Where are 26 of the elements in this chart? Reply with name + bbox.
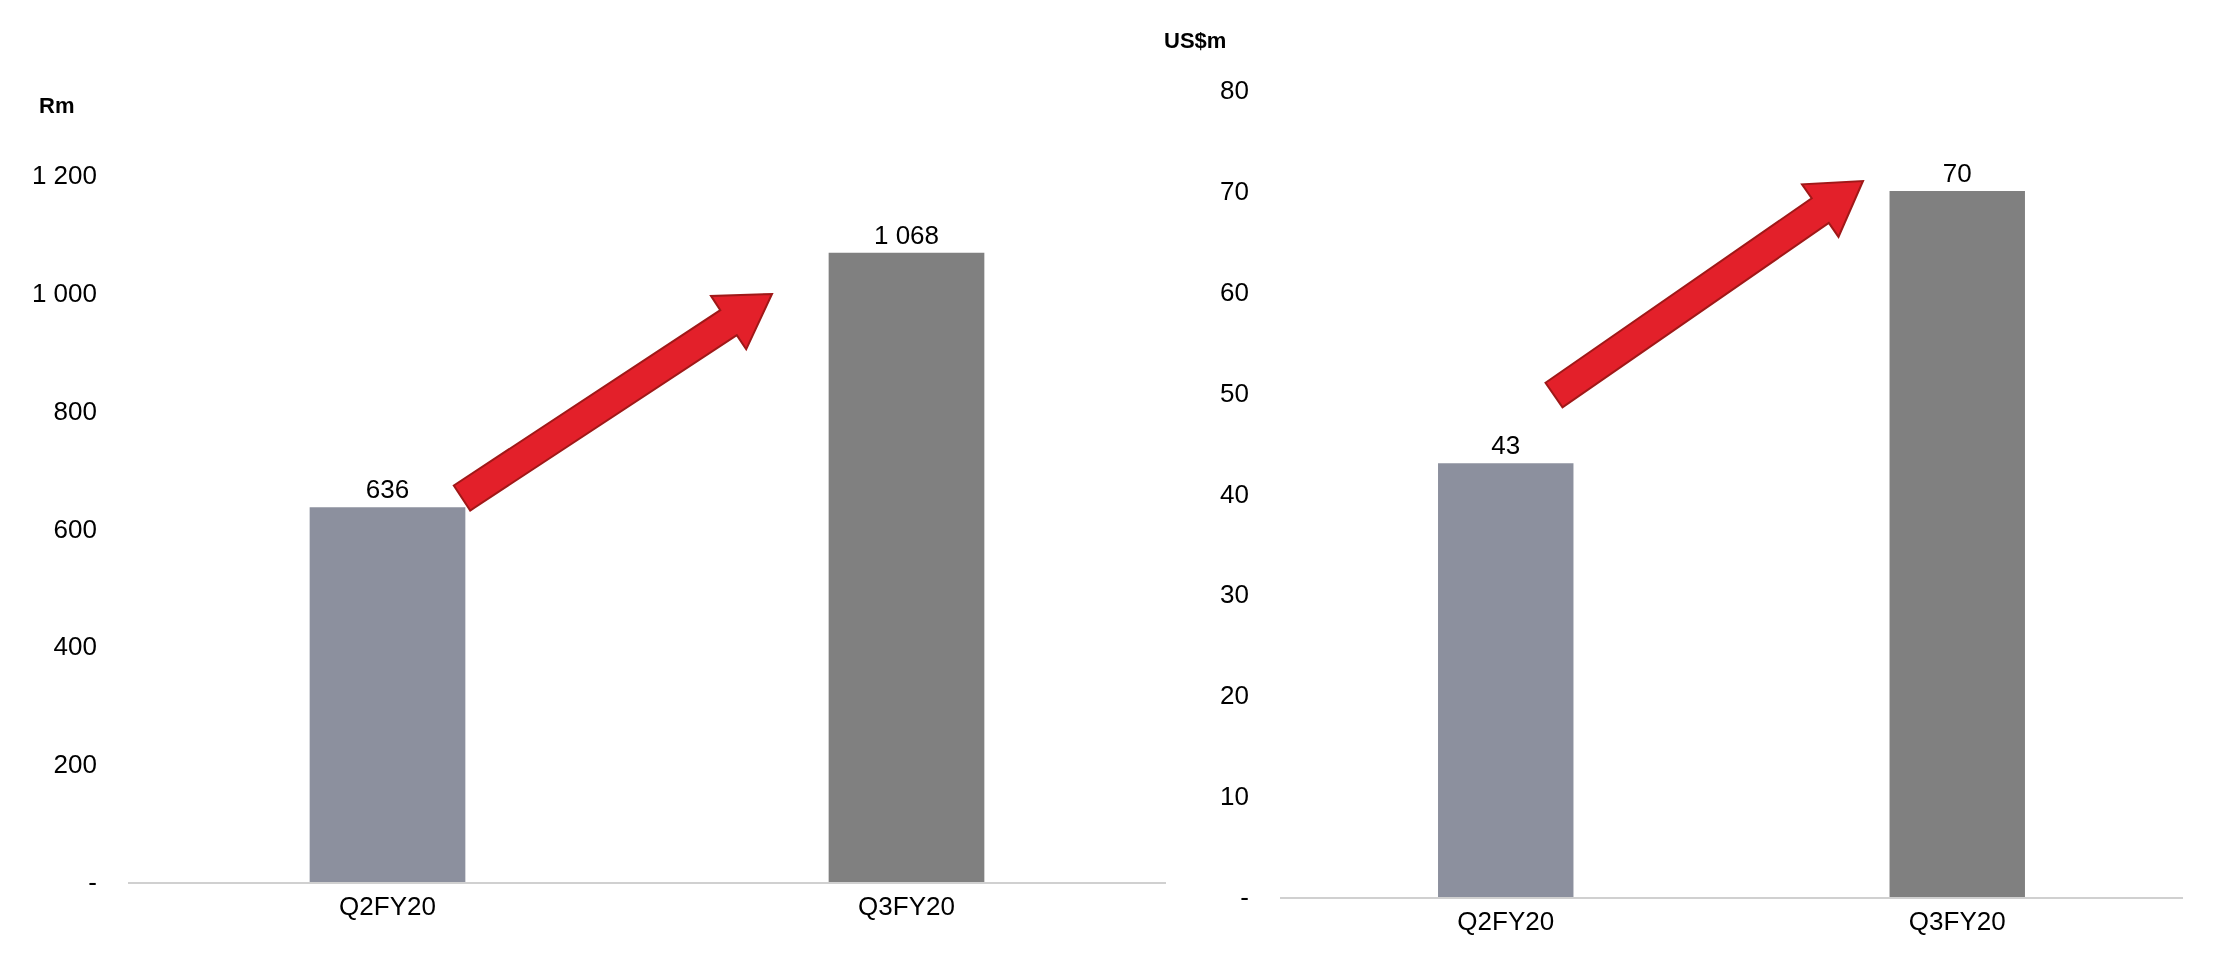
- y-tick-label: 30: [1220, 579, 1249, 610]
- x-tick-label: Q2FY20: [339, 891, 436, 922]
- y-tick-label: 1 000: [31, 277, 97, 308]
- y-tick-label: 80: [1220, 75, 1249, 106]
- x-tick-label: Q3FY20: [1908, 906, 2006, 937]
- y-tick-label: 40: [1220, 478, 1249, 509]
- x-tick-label: Q3FY20: [858, 891, 955, 922]
- y-tick-label: 400: [53, 631, 97, 662]
- y-tick-label: 70: [1220, 175, 1249, 206]
- data-label: 70: [1942, 157, 1972, 188]
- y-tick-label: 600: [53, 513, 97, 544]
- y-tick-label: -: [88, 867, 97, 898]
- y-tick-label: 10: [1220, 781, 1249, 812]
- y-tick-label: 200: [53, 749, 97, 780]
- y-axis-title: US$m: [1164, 28, 1227, 53]
- y-tick-label: 20: [1220, 680, 1249, 711]
- y-tick-label: -: [1240, 882, 1249, 913]
- y-axis-title: Rm: [39, 93, 75, 118]
- data-label: 43: [1491, 430, 1521, 461]
- x-tick-label: Q2FY20: [1457, 906, 1555, 937]
- y-tick-label: 1 200: [31, 160, 97, 191]
- y-tick-label: 50: [1220, 377, 1249, 408]
- y-tick-label: 60: [1220, 276, 1249, 307]
- data-label: 636: [365, 474, 410, 505]
- y-tick-label: 800: [53, 395, 97, 426]
- data-label: 1 068: [873, 219, 940, 250]
